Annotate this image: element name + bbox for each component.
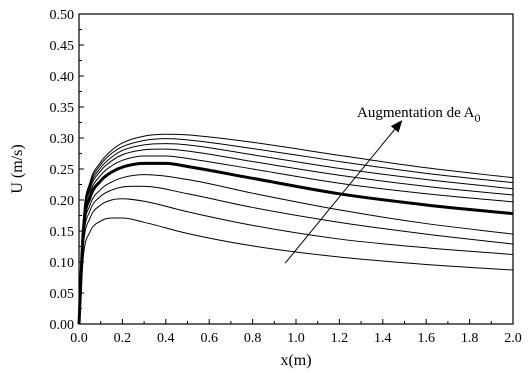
annotation-arrowhead — [390, 120, 403, 133]
series-line-2 — [78, 198, 514, 325]
x-tick-label: 1.8 — [461, 331, 479, 346]
y-tick-label: 0.15 — [50, 225, 75, 240]
y-tick-label: 0.00 — [50, 318, 75, 333]
annotation-arrow — [284, 128, 396, 264]
series-line-10 — [78, 133, 514, 325]
x-tick-label: 0.2 — [114, 331, 132, 346]
series-line-3 — [78, 185, 514, 325]
y-tick-label: 0.30 — [50, 132, 75, 147]
x-axis-title: x(m) — [280, 352, 311, 369]
series-line-4 — [78, 174, 514, 325]
annotation-label: Augmentation de A0 — [357, 105, 480, 125]
y-tick-label: 0.50 — [50, 8, 75, 23]
x-tick-label: 0.0 — [70, 331, 88, 346]
series-line-9 — [78, 138, 514, 325]
x-tick-label: 1.2 — [331, 331, 349, 346]
x-tick-label: 0.8 — [244, 331, 262, 346]
x-tick-label: 0.6 — [200, 331, 218, 346]
y-tick-label: 0.40 — [50, 70, 75, 85]
y-tick-label: 0.35 — [50, 101, 75, 116]
x-tick-label: 0.4 — [157, 331, 175, 346]
y-axis-title: U (m/s) — [9, 144, 26, 193]
y-tick-label: 0.25 — [50, 163, 75, 178]
x-tick-label: 1.6 — [417, 331, 435, 346]
series-line-8 — [78, 143, 514, 325]
x-tick-label: 2.0 — [504, 331, 522, 346]
x-tick-label: 1.4 — [374, 331, 392, 346]
y-tick-label: 0.10 — [50, 256, 75, 271]
series-line-6 — [78, 155, 514, 325]
annotation-text: Augmentation de A — [357, 105, 475, 121]
ticks-layer: 0.0 0.2 0.4 0.6 0.8 1.0 1.2 1.4 1.6 1.8 2.0 0.00 0.0… — [50, 8, 522, 346]
y-tick-label: 0.05 — [50, 287, 75, 302]
series-line-bold — [77, 161, 514, 325]
series-layer — [77, 133, 514, 325]
x-tick-label: 1.0 — [287, 331, 305, 346]
annotation-subscript: 0 — [474, 111, 480, 125]
y-tick-label: 0.20 — [50, 194, 75, 209]
series-line-7 — [78, 148, 514, 325]
y-tick-label: 0.45 — [50, 39, 75, 54]
series-line-1 — [78, 217, 514, 325]
